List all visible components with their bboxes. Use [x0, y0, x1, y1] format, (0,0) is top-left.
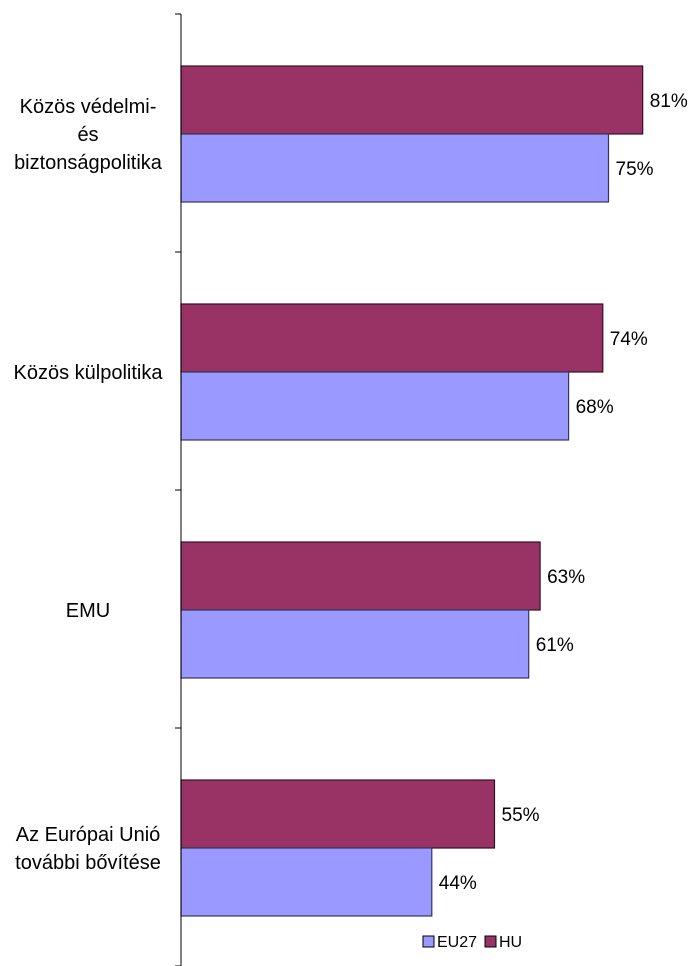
category-label-kozos-kulpolitika: Közös külpolitika	[14, 362, 164, 384]
value-label-hu-kozos-vedelmi-es-biztonsagpolitika: 81%	[650, 91, 688, 112]
value-label-eu27-kozos-vedelmi-es-biztonsagpolitika: 75%	[616, 159, 654, 180]
category-label-kozos-vedelmi-es-biztonsagpolitika: Közös védelmi-és biztonságpolitika	[14, 96, 163, 174]
bar-hu-emu	[180, 541, 541, 611]
bars-layer	[180, 65, 644, 917]
bar-eu27-kozos-kulpolitika	[180, 371, 570, 441]
value-labels-layer: 81% 75% 74% 68% 63% 61% 55% 44%	[439, 91, 688, 894]
legend-swatch-hu	[484, 935, 497, 948]
value-label-eu27-kozos-kulpolitika: 68%	[576, 397, 614, 418]
category-axis	[175, 13, 182, 966]
legend-swatch-eu27	[422, 935, 435, 948]
bar-hu-kozos-vedelmi-es-biztonsagpolitika	[180, 65, 644, 135]
legend-label-eu27: EU27	[437, 934, 477, 951]
value-label-hu-emu: 63%	[547, 567, 585, 588]
bar-eu27-az-europai-unio-tovabbi-bovitese	[180, 847, 433, 917]
bar-hu-az-europai-unio-tovabbi-bovitese	[180, 779, 496, 849]
category-label-az-europai-unio-tovabbi-bovitese: Az Európai Unió további bővítése	[15, 824, 161, 874]
bar-hu-kozos-kulpolitika	[180, 303, 604, 373]
legend: EU27 HU	[422, 934, 522, 951]
value-label-hu-az-europai-unio-tovabbi-bovitese: 55%	[502, 805, 540, 826]
value-label-eu27-az-europai-unio-tovabbi-bovitese: 44%	[439, 873, 477, 894]
category-label-emu: EMU	[66, 600, 110, 622]
category-labels-layer: Közös védelmi-és biztonságpolitika Közös k…	[14, 96, 164, 874]
bar-eu27-emu	[180, 609, 530, 679]
bar-eu27-kozos-vedelmi-es-biztonsagpolitika	[180, 133, 610, 203]
legend-label-hu: HU	[499, 934, 522, 951]
value-label-eu27-emu: 61%	[536, 635, 574, 656]
value-label-hu-kozos-kulpolitika: 74%	[610, 329, 648, 350]
